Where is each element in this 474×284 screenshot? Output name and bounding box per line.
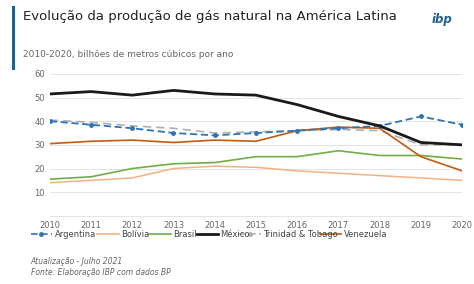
Text: Venezuela: Venezuela (344, 230, 387, 239)
Text: 2010-2020, bilhões de metros cúbicos por ano: 2010-2020, bilhões de metros cúbicos por… (23, 50, 233, 59)
Text: Fonte: Elaboração IBP com dados BP: Fonte: Elaboração IBP com dados BP (31, 268, 171, 277)
Text: ibp: ibp (432, 13, 453, 26)
Text: Brasil: Brasil (173, 230, 197, 239)
Text: Evolução da produção de gás natural na América Latina: Evolução da produção de gás natural na A… (23, 10, 397, 23)
Text: Bolívia: Bolívia (121, 230, 149, 239)
Text: Trinidad & Tobago: Trinidad & Tobago (263, 230, 338, 239)
Text: Atualização - Julho 2021: Atualização - Julho 2021 (31, 257, 123, 266)
Text: México: México (220, 230, 250, 239)
Text: Argentina: Argentina (55, 230, 96, 239)
